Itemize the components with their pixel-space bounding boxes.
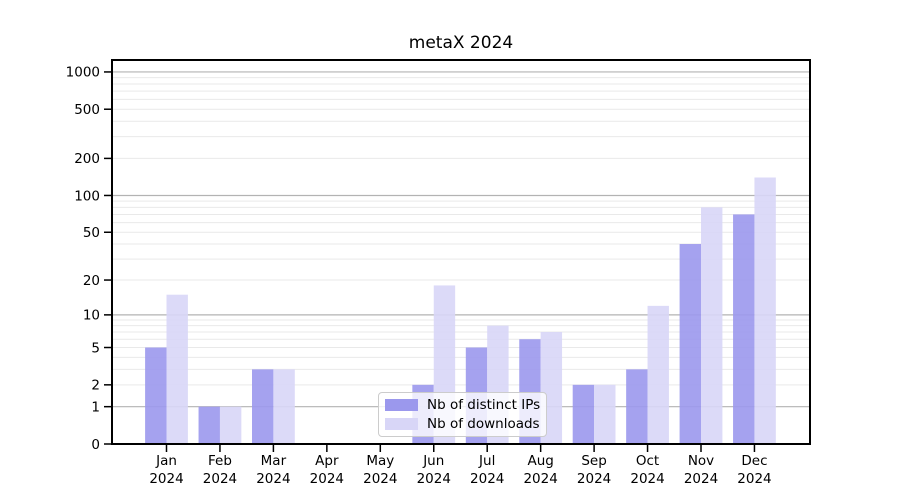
x-tick-label: Mar 2024 [256,453,290,487]
y-tick-label: 500 [74,102,100,118]
x-tick-label: May 2024 [363,453,397,487]
bar-distinct-ips-nov [679,244,701,444]
y-tick-label: 20 [83,273,100,289]
x-tick-label: Jan 2024 [149,453,183,487]
bar-downloads-jan [166,294,188,444]
y-tick-label: 1 [91,399,100,415]
bar-downloads-nov [701,207,723,444]
bar-distinct-ips-oct [626,369,648,444]
bar-distinct-ips-mar [252,369,274,444]
bar-downloads-mar [273,369,295,444]
y-tick-label: 50 [83,225,100,241]
legend-swatch-downloads [385,417,418,430]
legend-item-distinct-ips: Nb of distinct IPs [385,397,540,413]
x-tick-label: Nov 2024 [684,453,718,487]
y-tick-label: 2 [91,378,100,394]
x-tick-label: Sep 2024 [577,453,611,487]
bar-distinct-ips-feb [198,406,220,444]
legend-item-downloads: Nb of downloads [385,416,540,432]
bar-downloads-oct [647,305,669,444]
bar-downloads-sep [594,384,616,444]
bar-distinct-ips-dec [733,214,755,444]
y-tick-label: 5 [91,340,100,356]
legend-label-distinct-ips: Nb of distinct IPs [427,397,541,414]
y-tick-label: 100 [74,188,100,204]
y-tick-label: 200 [74,151,100,167]
plot-frame [111,59,811,445]
y-tick-label: 10 [83,308,100,324]
x-tick-label: Apr 2024 [310,453,344,487]
bar-distinct-ips-sep [572,384,595,444]
legend-swatch-distinct-ips [385,399,418,412]
x-tick-label: Jul 2024 [470,453,504,487]
x-tick-label: Aug 2024 [523,453,557,487]
x-tick-label: Feb 2024 [203,453,237,487]
x-tick-label: Jun 2024 [417,453,451,487]
bar-downloads-dec [754,177,776,444]
y-tick-label: 0 [91,437,100,453]
chart-title: metaX 2024 [408,33,514,53]
legend: Nb of distinct IPs Nb of downloads [378,392,547,437]
bar-downloads-feb [219,406,242,444]
legend-label-downloads: Nb of downloads [427,415,540,432]
x-tick-label: Dec 2024 [737,453,771,487]
x-tick-label: Oct 2024 [630,453,664,487]
y-tick-label: 1000 [66,65,100,81]
bar-distinct-ips-jan [145,347,167,444]
